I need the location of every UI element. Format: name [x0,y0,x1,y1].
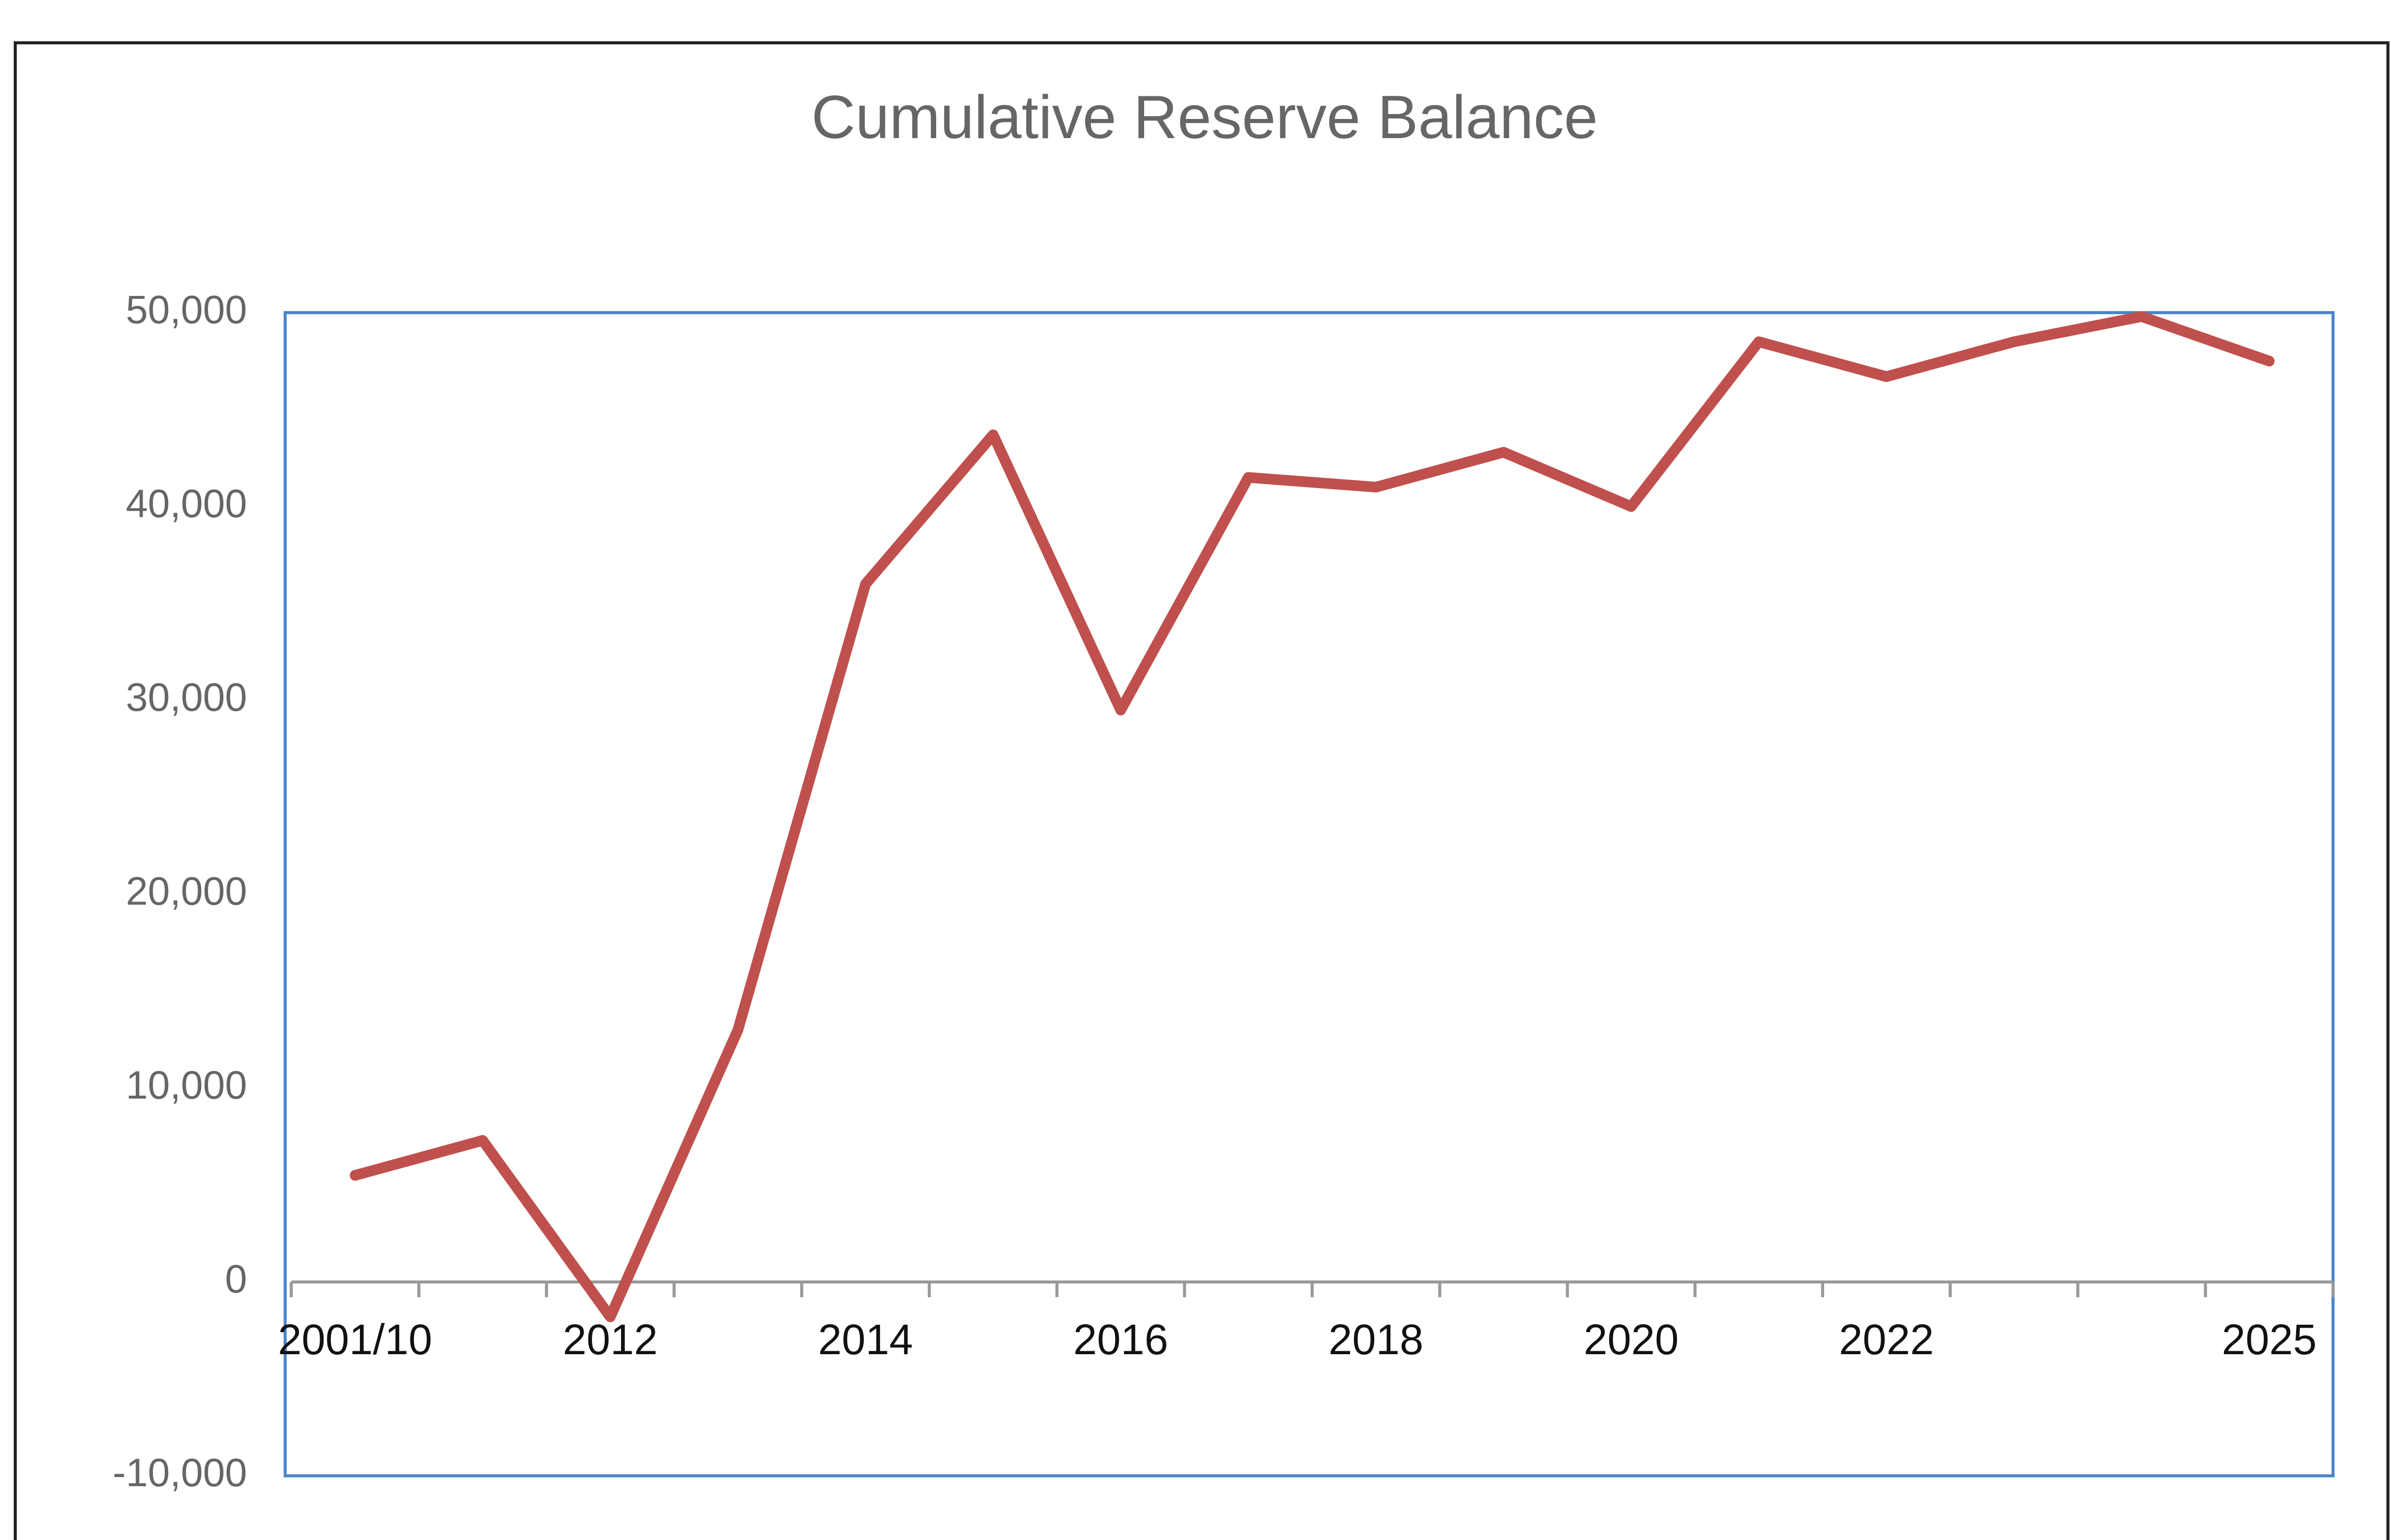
data-line [350,311,2275,1322]
y-tick-label: 0 [225,1257,247,1301]
x-tick-label: 2020 [1584,1316,1679,1364]
y-tick-label: -10,000 [113,1451,247,1495]
x-tick-label: 2016 [1073,1316,1168,1364]
y-tick-label: 30,000 [126,675,247,720]
chart-frame [13,41,2390,1540]
y-tick-label: 10,000 [126,1063,247,1107]
x-tick-label: 2022 [1839,1316,1934,1364]
y-tick-label: 20,000 [126,870,247,914]
x-tick-label: 2001/10 [278,1316,432,1364]
plot-area [283,311,2335,1478]
x-tick-label: 2018 [1328,1316,1423,1364]
y-tick-label: 50,000 [126,288,247,332]
chart-title: Cumulative Reserve Balance [811,84,1598,151]
y-tick-label: 40,000 [126,482,247,526]
x-tick-label: 2014 [818,1316,913,1364]
x-tick-label: 2012 [563,1316,658,1364]
x-tick-label: 2025 [2222,1316,2317,1364]
